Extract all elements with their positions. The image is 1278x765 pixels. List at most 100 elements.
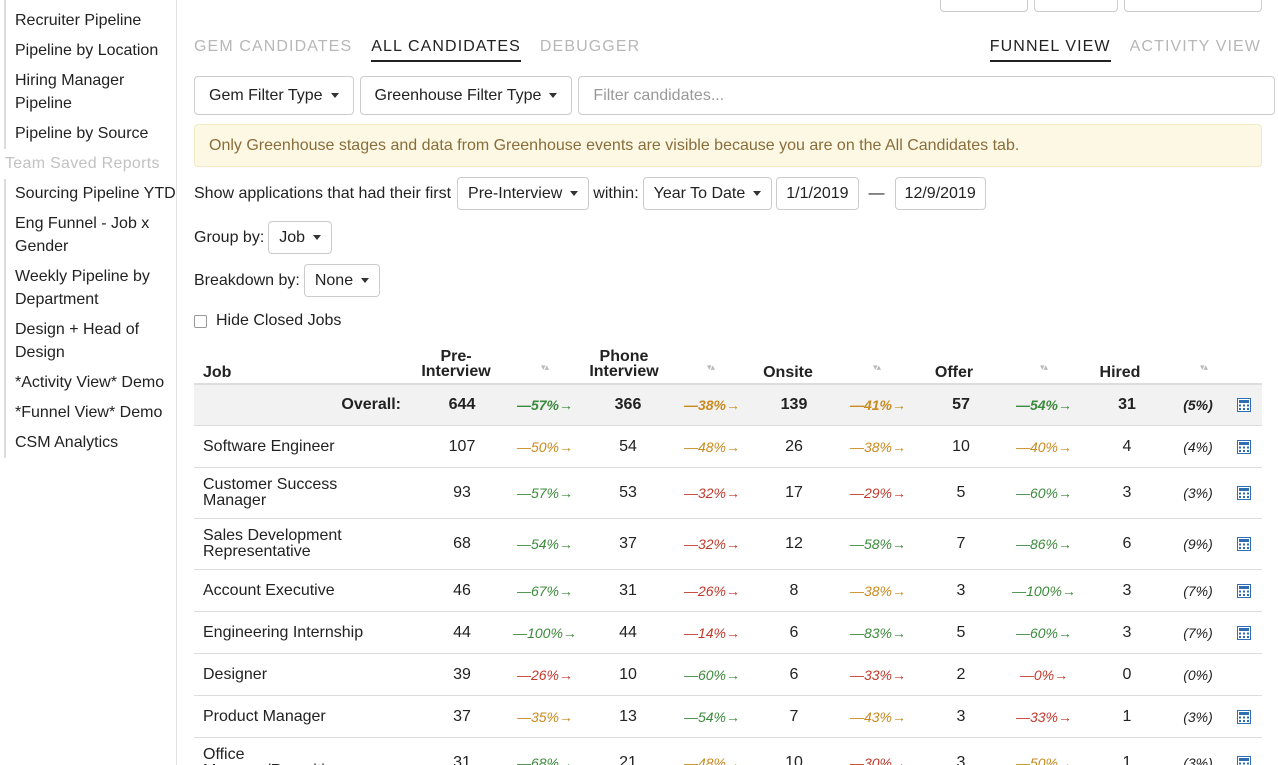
hired-count: 1	[1122, 707, 1132, 725]
filter-candidates-input[interactable]	[578, 76, 1276, 115]
job-name-cell[interactable]: Sales Development Representative	[203, 527, 342, 560]
within-label: within:	[593, 184, 639, 202]
col-header-job[interactable]: Job	[203, 364, 232, 381]
sidebar-report-link[interactable]: *Activity View* Demo	[15, 374, 165, 391]
phone-interview-count: 44	[619, 623, 637, 641]
job-name-cell[interactable]: Engineering Internship	[203, 623, 364, 641]
header-button-3[interactable]	[1124, 0, 1262, 12]
hired-percent: (9%)	[1183, 536, 1213, 552]
sort-icon[interactable]: ▾▴	[1200, 362, 1208, 372]
sort-icon[interactable]: ▾▴	[1040, 362, 1048, 372]
col-header-phone-interview-line1: Phone	[599, 348, 649, 365]
conversion-rate: —57%→	[516, 485, 574, 501]
header-button-2[interactable]	[1034, 0, 1118, 12]
onsite-count: 12	[785, 535, 803, 552]
tab-gem-candidates[interactable]: GEM CANDIDATES	[194, 38, 353, 55]
sidebar-report-link[interactable]: Eng Funnel - Job x Gender	[15, 215, 150, 255]
caret-down-icon	[361, 278, 370, 283]
conversion-rate: —67%→	[516, 582, 574, 599]
calculator-icon[interactable]	[1232, 696, 1256, 737]
phone-interview-count: 53	[619, 484, 637, 501]
sidebar-report-link[interactable]: Weekly Pipeline by Department	[15, 268, 150, 308]
sort-icon[interactable]: ▾▴	[873, 362, 881, 372]
conversion-rate: —60%→	[683, 666, 741, 683]
calculator-icon[interactable]	[1232, 612, 1256, 653]
offer-count: 3	[956, 707, 966, 725]
job-name-cell[interactable]: Office Manager/Recruiting	[203, 746, 343, 765]
col-header-pre-interview[interactable]: Pre- Interview	[416, 349, 496, 394]
conversion-rate: —54%→	[683, 708, 741, 725]
sidebar-report-link[interactable]: CSM Analytics	[15, 434, 119, 451]
hired-count: 3	[1122, 484, 1132, 501]
sidebar-report-link[interactable]: Design + Head of Design	[15, 321, 140, 361]
hired-percent: (5%)	[1183, 397, 1213, 413]
conversion-rate: —0%→	[1019, 666, 1069, 683]
calculator-icon[interactable]	[1232, 426, 1256, 467]
onsite-count: 26	[785, 437, 803, 455]
view-mode-tabs: FUNNEL VIEW ACTIVITY VIEW	[989, 38, 1261, 62]
header-button-1[interactable]	[940, 0, 1028, 12]
sidebar-report-link[interactable]: Sourcing Pipeline YTD	[15, 185, 176, 202]
caret-down-icon	[313, 235, 322, 240]
hired-percent: (0%)	[1183, 666, 1213, 683]
calculator-icon[interactable]	[1232, 519, 1256, 569]
calculator-icon[interactable]	[1232, 468, 1256, 518]
table-row: Software Engineer 107 —50%→ 54 —48%→ 26 —38%→ 1…	[194, 426, 1262, 468]
show-applications-label: Show applications that had their first	[194, 184, 452, 202]
end-date-input[interactable]: 12/9/2019	[894, 177, 986, 210]
caret-down-icon	[549, 93, 558, 98]
onsite-count: 10	[785, 754, 803, 765]
calculator-icon[interactable]	[1232, 570, 1256, 611]
job-name-cell[interactable]: Account Executive	[203, 581, 335, 599]
first-stage-dropdown[interactable]: Pre-Interview	[457, 177, 590, 210]
funnel-table: Job Pre- Interview ▾▴ Phone Interview ▾▴…	[194, 345, 1262, 765]
hired-count: 3	[1122, 581, 1132, 599]
sort-icon[interactable]: ▾▴	[541, 362, 549, 372]
conversion-rate: —29%→	[849, 485, 907, 501]
tab-activity-view[interactable]: ACTIVITY VIEW	[1129, 38, 1261, 55]
job-name-cell[interactable]: Software Engineer	[203, 437, 335, 455]
sidebar-report-link[interactable]: *Funnel View* Demo	[15, 404, 163, 421]
col-header-offer[interactable]: Offer	[934, 364, 974, 381]
hide-closed-jobs-checkbox[interactable]	[194, 314, 207, 328]
sidebar-report-link[interactable]: Pipeline by Location	[15, 42, 159, 59]
offer-count: 3	[956, 754, 966, 765]
col-header-phone-interview[interactable]: Phone Interview	[584, 348, 664, 380]
conversion-rate: —41%→	[849, 397, 907, 413]
job-name-cell[interactable]: Designer	[203, 665, 268, 683]
start-date-input[interactable]: 1/1/2019	[776, 177, 859, 210]
col-header-hired[interactable]: Hired	[1099, 364, 1141, 381]
calculator-icon[interactable]	[1232, 385, 1256, 425]
job-name-cell[interactable]: Product Manager	[203, 707, 326, 725]
sidebar-report-link[interactable]: Pipeline by Source	[15, 125, 149, 142]
caret-down-icon	[570, 191, 579, 196]
date-range-dropdown[interactable]: Year To Date	[642, 177, 773, 210]
sort-icon[interactable]: ▾▴	[707, 362, 715, 372]
pre-interview-count: 37	[453, 707, 471, 725]
hired-percent: (3%)	[1183, 485, 1213, 501]
col-header-pre-interview-line1: Pre-	[440, 348, 472, 365]
gem-filter-type-dropdown[interactable]: Gem Filter Type	[194, 76, 354, 115]
sidebar-report-link[interactable]: Recruiter Pipeline	[15, 12, 142, 29]
tab-debugger[interactable]: DEBUGGER	[539, 38, 641, 55]
breakdown-by-dropdown[interactable]: None	[303, 264, 381, 297]
pre-interview-count: 39	[453, 665, 471, 683]
tab-funnel-view[interactable]: FUNNEL VIEW	[989, 38, 1111, 62]
table-header: Job Pre- Interview ▾▴ Phone Interview ▾▴…	[194, 345, 1262, 391]
conversion-rate: —54%→	[1015, 397, 1073, 413]
phone-interview-count: 31	[619, 581, 637, 599]
job-name-cell[interactable]: Customer Success Manager	[203, 476, 338, 509]
sidebar-report-link[interactable]: Hiring Manager Pipeline	[15, 72, 125, 112]
group-by-dropdown[interactable]: Job	[268, 221, 333, 254]
conversion-rate: —57%→	[516, 397, 574, 413]
tab-all-candidates[interactable]: ALL CANDIDATES	[371, 38, 521, 62]
conversion-rate: —54%→	[516, 536, 574, 552]
col-header-onsite[interactable]: Onsite	[763, 364, 813, 381]
hired-count: 31	[1118, 396, 1136, 413]
greenhouse-filter-type-dropdown[interactable]: Greenhouse Filter Type	[359, 76, 573, 115]
conversion-rate: —50%→	[516, 438, 574, 455]
conversion-rate: —38%→	[849, 582, 907, 599]
offer-count: 10	[952, 437, 970, 455]
hired-count: 3	[1122, 623, 1132, 641]
calculator-icon[interactable]	[1232, 738, 1256, 765]
